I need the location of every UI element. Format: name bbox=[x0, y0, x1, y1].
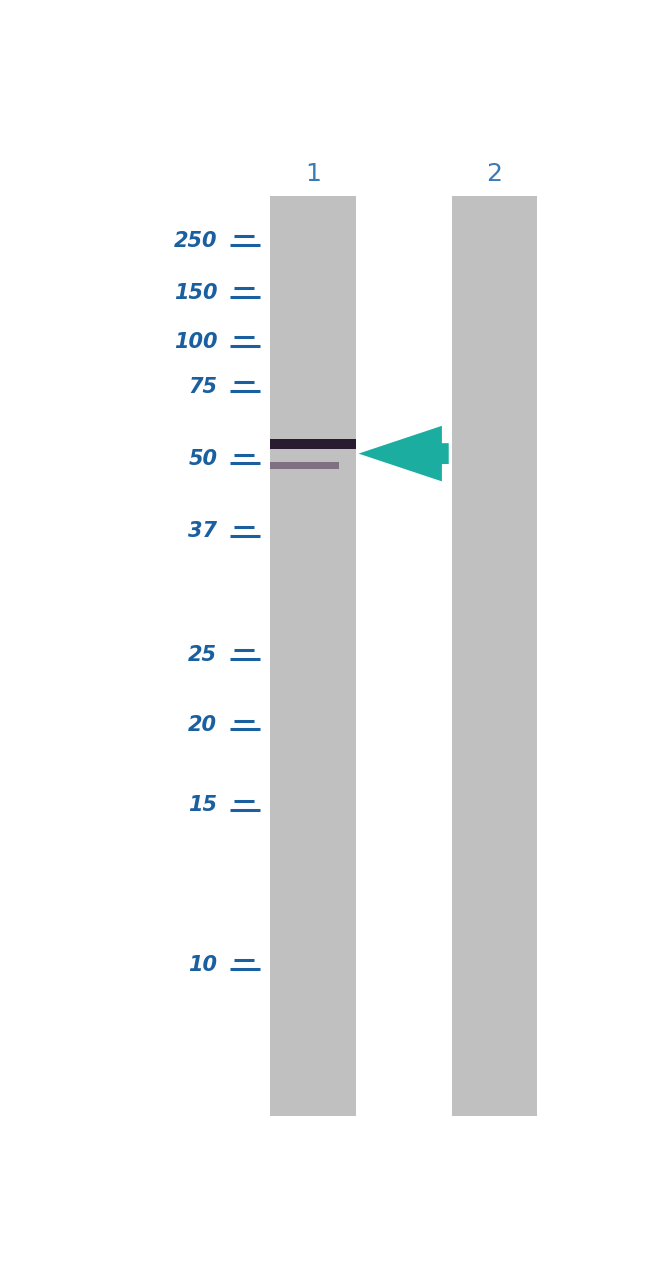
Text: 2: 2 bbox=[486, 161, 502, 185]
Text: 37: 37 bbox=[188, 522, 217, 541]
Text: 1: 1 bbox=[305, 161, 321, 185]
Text: 150: 150 bbox=[174, 283, 217, 302]
Text: 20: 20 bbox=[188, 715, 217, 735]
Text: 100: 100 bbox=[174, 331, 217, 352]
Bar bbox=[270, 439, 356, 448]
Text: 50: 50 bbox=[188, 450, 217, 469]
Text: 10: 10 bbox=[188, 955, 217, 974]
Bar bbox=[452, 197, 537, 1115]
Text: 25: 25 bbox=[188, 645, 217, 664]
Text: 250: 250 bbox=[174, 231, 217, 251]
Bar bbox=[270, 462, 339, 469]
Bar bbox=[270, 197, 356, 1115]
Text: 15: 15 bbox=[188, 795, 217, 815]
Text: 75: 75 bbox=[188, 377, 217, 396]
